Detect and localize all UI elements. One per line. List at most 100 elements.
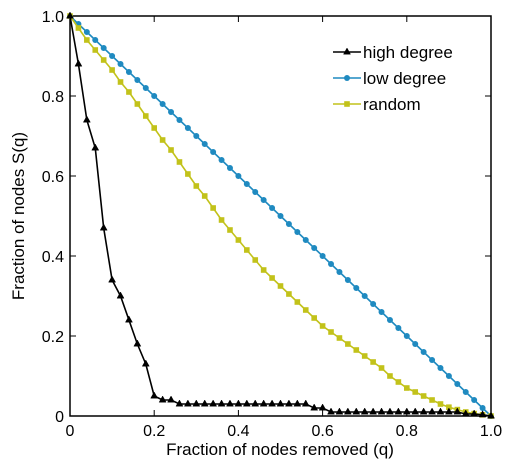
legend-item: low degree (333, 69, 446, 88)
data-point (242, 399, 251, 407)
data-point (353, 285, 360, 291)
data-point (276, 399, 285, 407)
data-point (345, 341, 351, 347)
data-point (285, 399, 293, 407)
data-point (235, 237, 242, 243)
data-point (117, 79, 124, 85)
data-point (446, 404, 452, 410)
data-point (394, 407, 403, 415)
data-point (437, 401, 444, 407)
data-point (462, 389, 469, 395)
data-point (75, 25, 82, 31)
data-point (244, 247, 250, 253)
data-point (369, 407, 378, 415)
data-point (420, 349, 427, 355)
data-point (100, 57, 107, 63)
data-point (108, 275, 117, 283)
data-point (74, 59, 83, 67)
data-point (184, 125, 191, 131)
data-point (478, 410, 487, 418)
data-point (234, 399, 243, 407)
data-point (395, 325, 402, 331)
data-point (218, 217, 225, 223)
data-point (227, 227, 233, 233)
data-point (343, 407, 352, 415)
data-point (294, 229, 301, 235)
data-point (404, 385, 410, 391)
data-point (352, 407, 361, 415)
data-point (444, 407, 453, 415)
x-axis-label: Fraction of nodes removed (q) (166, 440, 394, 459)
x-tick-label: 0.6 (311, 423, 333, 440)
data-point (336, 269, 343, 275)
data-point (91, 143, 100, 151)
data-point (479, 405, 486, 411)
data-point (378, 309, 385, 315)
data-point (116, 291, 125, 299)
data-point (259, 399, 268, 407)
data-point (201, 141, 208, 147)
data-point (99, 223, 108, 231)
y-tick-label: 0.8 (42, 89, 64, 106)
data-point (403, 333, 410, 339)
data-point (328, 329, 334, 335)
legend-label: low degree (363, 69, 446, 88)
data-point (269, 275, 275, 281)
data-point (286, 291, 292, 297)
data-point (370, 301, 377, 307)
data-point (185, 171, 191, 177)
data-point (445, 373, 452, 379)
data-point (159, 137, 166, 143)
data-point (66, 11, 74, 19)
data-point (226, 165, 233, 171)
legend: high degree low degree random (333, 43, 453, 114)
x-tick-label: 0 (66, 423, 75, 440)
data-point (377, 407, 386, 415)
data-point (176, 117, 183, 123)
data-point (151, 125, 157, 131)
data-point (82, 115, 91, 123)
data-point (92, 37, 99, 43)
data-point (344, 277, 351, 283)
data-point (168, 109, 175, 115)
x-tick-label: 1.0 (480, 423, 502, 440)
data-point (293, 399, 302, 407)
data-point (386, 317, 393, 323)
legend-item: random (333, 95, 421, 114)
data-point (168, 147, 174, 153)
data-point (217, 399, 226, 407)
legend-label: high degree (363, 43, 453, 62)
data-point (353, 347, 360, 353)
data-point (411, 407, 420, 415)
data-point (387, 373, 393, 379)
data-point (175, 399, 184, 407)
data-point (92, 47, 99, 53)
y-axis: 0 0.2 0.4 0.6 0.8 1.0 (42, 9, 491, 426)
legend-item: high degree (333, 43, 453, 62)
data-point (328, 261, 335, 267)
data-point (344, 101, 350, 107)
y-tick-label: 1.0 (42, 9, 64, 26)
data-point (437, 365, 444, 371)
series-high-degree (66, 11, 495, 419)
data-point (327, 407, 335, 415)
data-point (344, 75, 350, 81)
data-point (125, 315, 133, 323)
data-point (268, 399, 276, 407)
data-point (183, 399, 192, 407)
x-tick-label: 0.2 (143, 423, 165, 440)
data-point (361, 293, 368, 299)
data-point (218, 157, 225, 163)
data-point (200, 399, 209, 407)
data-point (277, 283, 284, 289)
legend-label: random (363, 95, 421, 114)
data-point (335, 407, 344, 415)
data-point (269, 205, 276, 211)
data-point (318, 403, 327, 411)
data-point (133, 339, 142, 347)
data-point (429, 357, 436, 363)
data-point (167, 395, 175, 403)
data-point (201, 193, 208, 199)
data-point (454, 381, 461, 387)
